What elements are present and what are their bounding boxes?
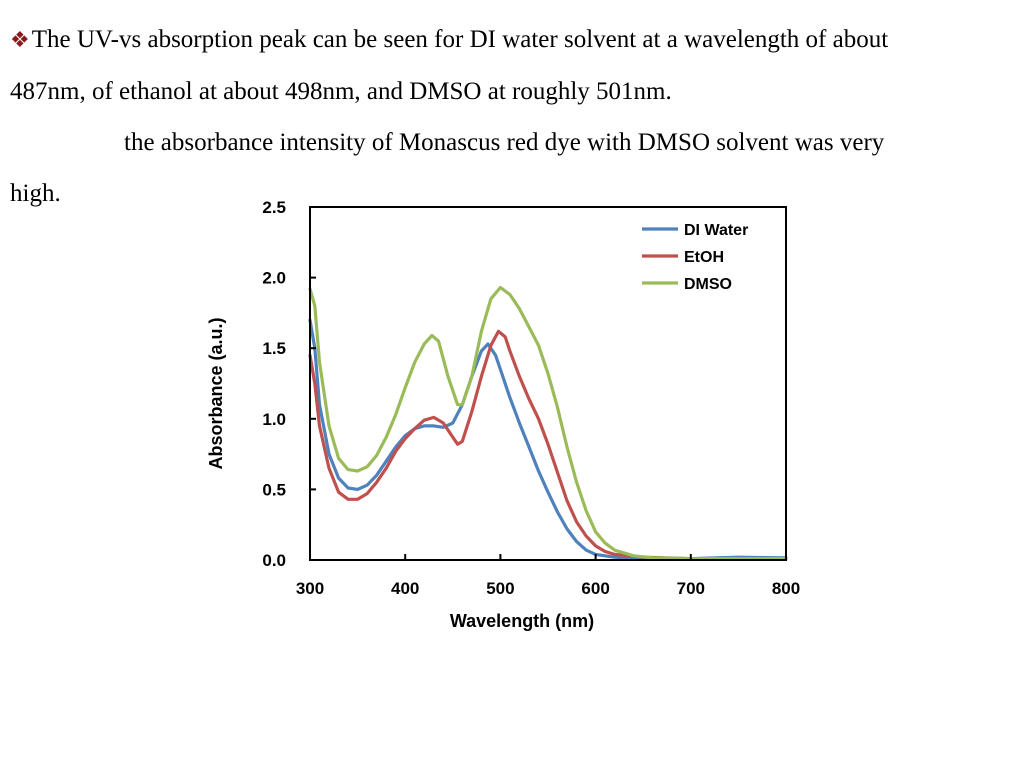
y-axis-label: Absorbance (a.u.) bbox=[206, 317, 226, 469]
legend-label-2: DMSO bbox=[684, 276, 732, 293]
x-tick-label-800: 800 bbox=[772, 579, 800, 598]
series-line-dmso bbox=[308, 285, 788, 561]
y-tick-label-1: 0.5 bbox=[262, 480, 286, 499]
paragraph-line-1: ❖The UV-vs absorption peak can be seen f… bbox=[10, 14, 1015, 66]
y-tick-label-2: 1.0 bbox=[262, 410, 286, 429]
paragraph-line-4: high. bbox=[10, 180, 61, 207]
x-tick-label-500: 500 bbox=[486, 579, 514, 598]
y-tick-label-4: 2.0 bbox=[262, 269, 286, 288]
x-tick-label-300: 300 bbox=[296, 579, 324, 598]
description-text: ❖The UV-vs absorption peak can be seen f… bbox=[10, 14, 1015, 219]
x-tick-label-600: 600 bbox=[581, 579, 609, 598]
x-tick-label-400: 400 bbox=[391, 579, 419, 598]
legend-label-0: DI Water bbox=[684, 222, 748, 239]
legend-label-1: EtOH bbox=[684, 249, 724, 266]
paragraph-line-2: 487nm, of ethanol at about 498nm, and DM… bbox=[10, 78, 672, 105]
series-line-etoh bbox=[308, 329, 788, 561]
series-line-di-water bbox=[308, 318, 788, 561]
y-tick-label-0: 0.0 bbox=[262, 551, 286, 570]
diamond-bullet-icon: ❖ bbox=[10, 28, 30, 53]
paragraph-line-3: the absorbance intensity of Monascus red… bbox=[124, 129, 885, 156]
x-tick-label-700: 700 bbox=[677, 579, 705, 598]
paragraph-line-1-text: The UV-vs absorption peak can be seen fo… bbox=[31, 26, 889, 53]
x-axis-label: Wavelength (nm) bbox=[450, 611, 594, 631]
plot-frame bbox=[309, 206, 787, 561]
y-tick-label-3: 1.5 bbox=[262, 339, 286, 358]
